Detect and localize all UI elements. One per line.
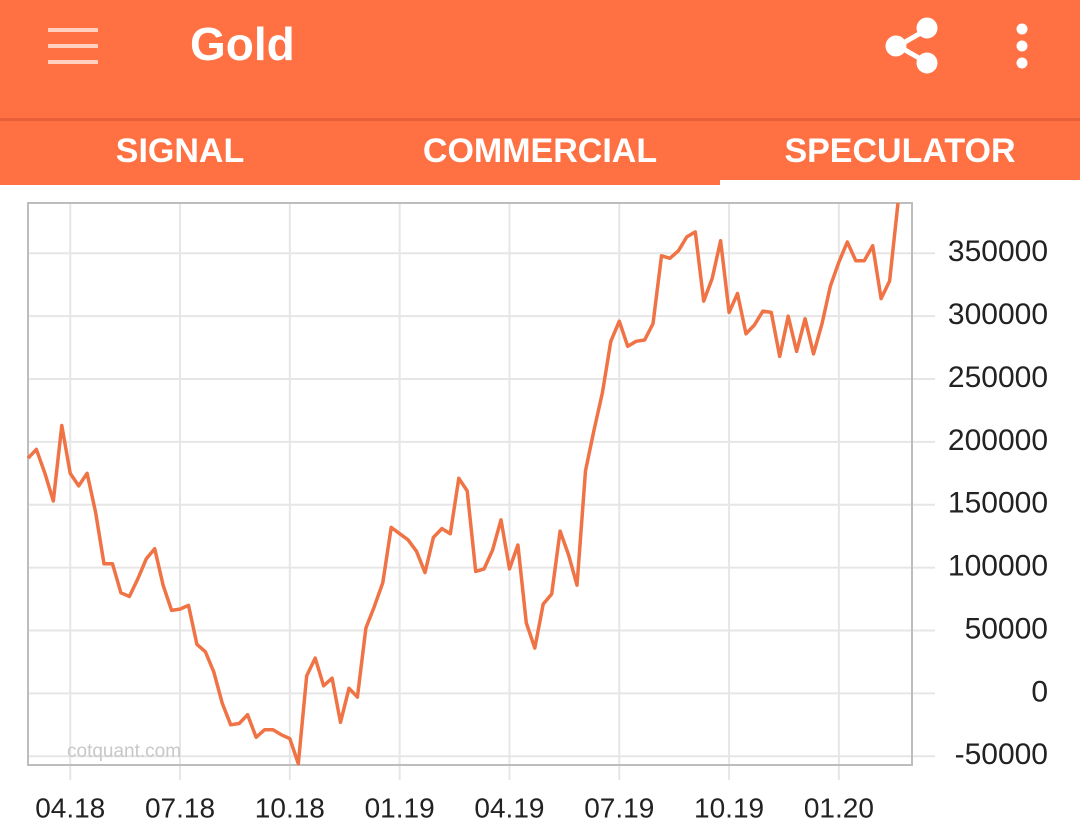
- x-tick-label: 07.19: [584, 792, 654, 823]
- y-tick-label: 250000: [948, 361, 1048, 394]
- data-line: [26, 202, 900, 766]
- more-dot: [1016, 40, 1028, 52]
- menu-bar: [48, 60, 98, 64]
- chart: -50000 0 50000 100000 150000 200000 250000 3000…: [26, 202, 1048, 823]
- app-header: [0, 0, 1080, 185]
- tab-indicator: [720, 180, 1080, 185]
- x-tick-label: 04.19: [474, 792, 544, 823]
- tab[interactable]: SIGNAL: [116, 132, 244, 170]
- more-dot: [1016, 57, 1028, 69]
- more-button[interactable]: [1016, 23, 1028, 69]
- divider: [0, 118, 1080, 121]
- x-tick-label: 04.18: [35, 792, 105, 823]
- y-tick-label: 300000: [948, 298, 1048, 331]
- menu-bar: [48, 44, 98, 48]
- y-tick-label: 150000: [948, 487, 1048, 520]
- more-dot: [1016, 23, 1028, 35]
- tab[interactable]: SPECULATOR: [784, 132, 1015, 170]
- x-tick-label: 01.20: [804, 792, 874, 823]
- app-title: Gold: [190, 18, 295, 70]
- share-icon-dot: [916, 17, 938, 39]
- plot-border: [27, 202, 913, 766]
- menu-bar: [48, 28, 98, 32]
- menu-button[interactable]: [48, 28, 98, 64]
- y-tick-label: 50000: [965, 612, 1048, 645]
- y-tick-label: 0: [1031, 675, 1048, 708]
- x-tick-label: 10.18: [255, 792, 325, 823]
- share-icon-dot: [916, 52, 938, 74]
- tab[interactable]: COMMERCIAL: [423, 132, 657, 170]
- y-tick-label: 200000: [948, 424, 1048, 457]
- y-tick-label: 350000: [948, 235, 1048, 268]
- y-tick-label: -50000: [955, 738, 1048, 771]
- x-tick-label: 07.18: [145, 792, 215, 823]
- share-icon-dot: [885, 35, 907, 57]
- watermark: cotquant.com: [67, 741, 181, 762]
- x-tick-label: 10.19: [694, 792, 764, 823]
- share-button[interactable]: [885, 17, 938, 74]
- y-tick-label: 100000: [948, 550, 1048, 583]
- x-tick-label: 01.19: [365, 792, 435, 823]
